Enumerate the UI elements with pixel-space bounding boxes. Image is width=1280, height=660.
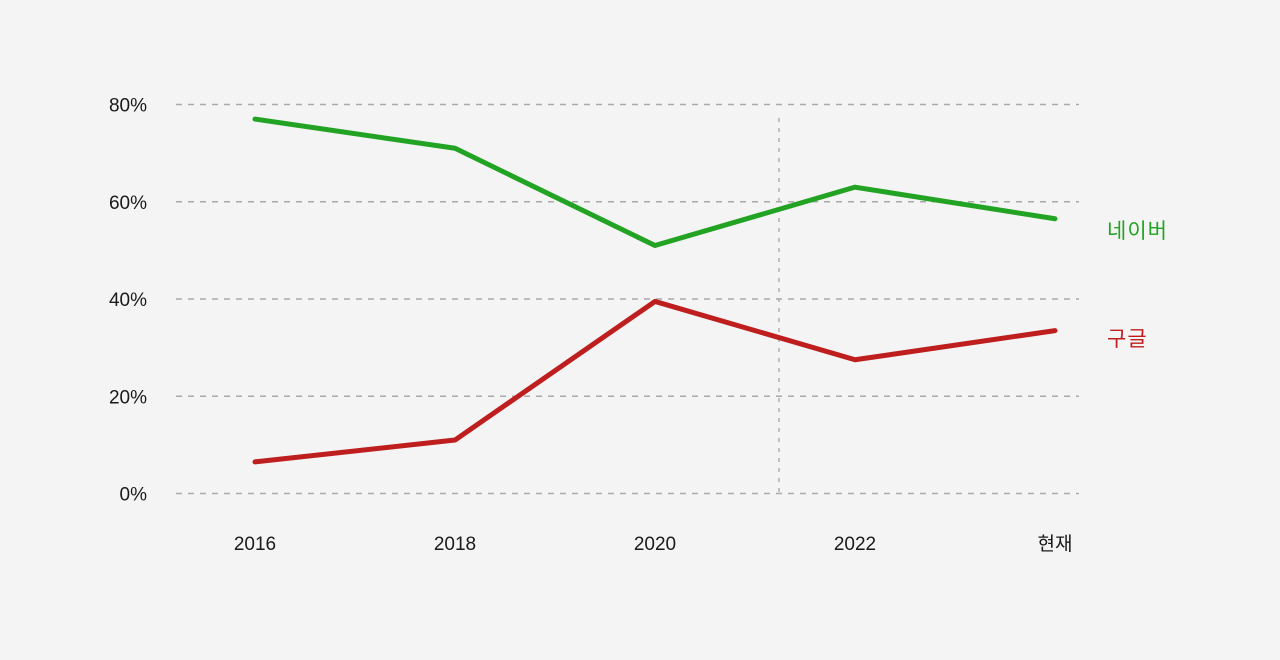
ytick-label: 80% (109, 96, 147, 117)
series-label-naver: 네이버 (1107, 220, 1168, 243)
xtick-label: 2016 (234, 534, 276, 555)
xtick-label: 현재 (1038, 533, 1073, 555)
series-line-네이버 (252, 116, 1058, 249)
xtick-label: 2022 (834, 534, 876, 555)
ytick-label: 20% (109, 387, 147, 408)
ytick-label: 0% (120, 485, 148, 506)
xtick-label: 2020 (634, 534, 676, 555)
ytick-label: 40% (109, 290, 147, 311)
ytick-label: 60% (109, 193, 147, 214)
xtick-label: 2018 (434, 534, 476, 555)
series-line-구글 (252, 298, 1058, 465)
series-label-google: 구글 (1107, 328, 1148, 351)
